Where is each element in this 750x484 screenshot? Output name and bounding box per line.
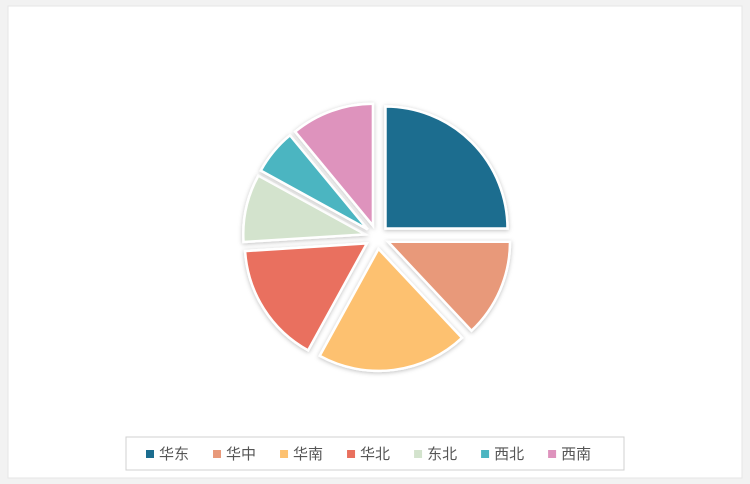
- pie-slice: [242, 173, 370, 244]
- pie: [242, 102, 512, 373]
- legend-label: 华北: [360, 445, 390, 463]
- legend-swatch: [213, 450, 222, 458]
- legend-swatch: [548, 450, 557, 458]
- legend-label: 东北: [427, 445, 457, 463]
- pie-slice: [385, 240, 512, 333]
- legend-label: 西北: [494, 445, 524, 463]
- legend-label: 西南: [561, 445, 591, 463]
- pie-slice: [293, 102, 375, 230]
- legend-label: 华中: [226, 445, 256, 463]
- legend-box: [125, 436, 625, 471]
- legend-label: 华东: [159, 445, 189, 463]
- pie-slice: [243, 242, 370, 353]
- legend-swatch: [481, 450, 490, 458]
- pie-slice: [384, 105, 509, 230]
- chart-card: [7, 5, 743, 479]
- legend: 华东 华中 华南 华北 东北 西北 西南: [146, 445, 591, 463]
- pie-slice: [318, 246, 464, 373]
- legend-swatch: [280, 450, 289, 458]
- legend-swatch: [347, 450, 356, 458]
- legend-label: 华南: [293, 445, 323, 463]
- pie-slice: [259, 133, 369, 231]
- legend-swatch: [414, 450, 423, 458]
- legend-swatch: [146, 450, 154, 458]
